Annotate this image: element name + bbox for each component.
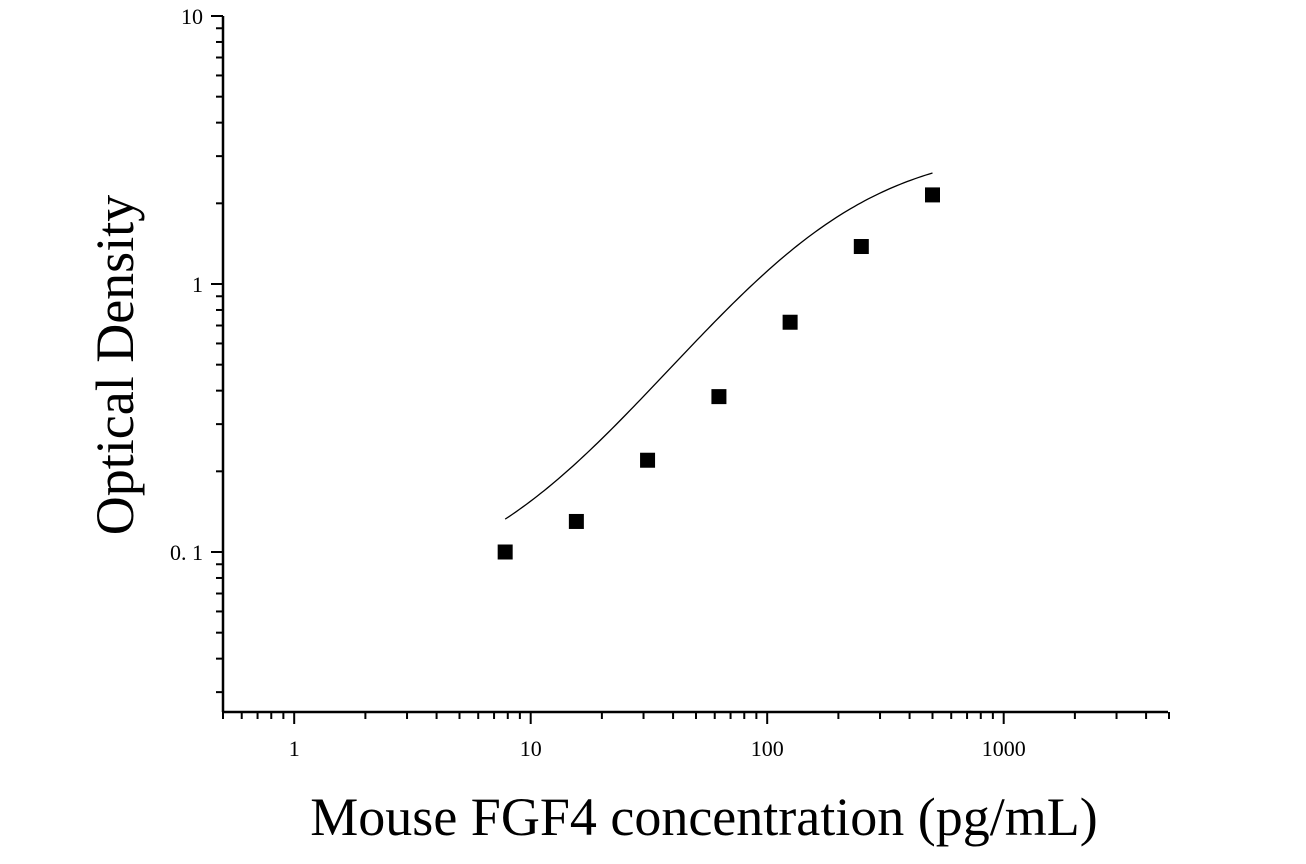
data-point <box>711 389 727 405</box>
y-tick-label: 0. 1 <box>170 540 203 565</box>
data-point <box>568 513 584 529</box>
data-point <box>640 452 656 468</box>
y-tick-label: 1 <box>192 272 203 297</box>
x-tick-label: 1000 <box>982 736 1026 761</box>
fit-curve-layer <box>504 172 933 520</box>
x-tick-label: 1 <box>289 736 300 761</box>
data-point <box>925 187 940 203</box>
fit-curve <box>504 172 933 520</box>
y-axis-title: Optical Density <box>85 195 145 535</box>
data-point <box>782 314 798 330</box>
x-tick-label: 100 <box>751 736 784 761</box>
data-point <box>853 239 869 255</box>
y-tick-label: 10 <box>181 4 203 29</box>
labels-layer: 1 10 100 1000 0. 1 1 10 <box>170 4 1026 761</box>
x-axis-title: Mouse FGF4 concentration (pg/mL) <box>310 787 1097 847</box>
data-points-layer <box>497 187 940 560</box>
data-point <box>497 544 513 560</box>
axes <box>211 15 1170 724</box>
x-tick-label: 10 <box>520 736 542 761</box>
